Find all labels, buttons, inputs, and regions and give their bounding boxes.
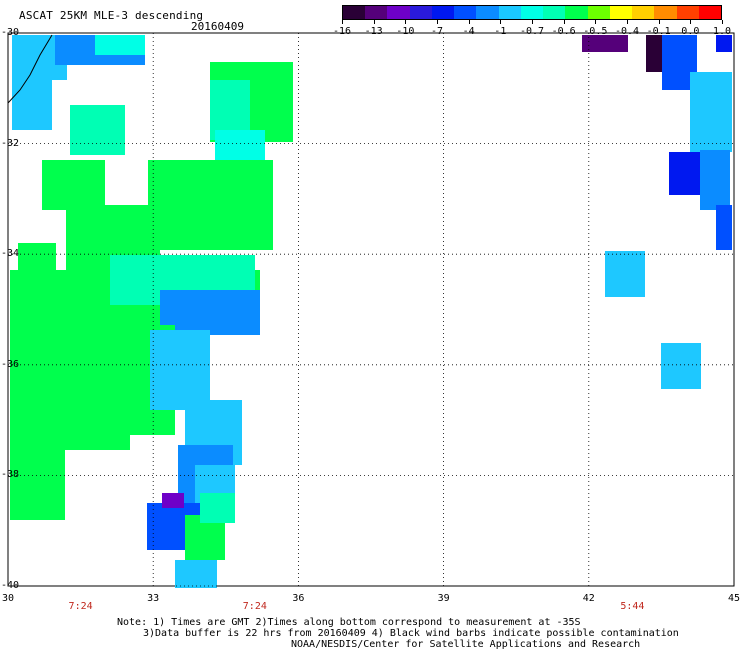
color-scale-swatch [654, 6, 677, 19]
swath-cell [150, 330, 210, 410]
color-scale-label: -10 [396, 26, 415, 37]
color-scale-swatch [365, 6, 388, 19]
color-scale-label: -13 [364, 26, 383, 37]
color-scale-tick [627, 20, 628, 24]
longitude-label: 42 [582, 593, 595, 604]
color-scale-tick [468, 20, 470, 24]
swath-cell [10, 325, 175, 435]
swath-cell [200, 493, 235, 523]
color-scale-label: -16 [332, 26, 352, 37]
color-scale-swatch [632, 6, 655, 19]
color-scale-tick [342, 20, 343, 24]
color-scale-label: -1 [494, 26, 507, 37]
swath-cell [690, 72, 732, 152]
color-scale-label: 1.0 [712, 26, 732, 37]
footnote-credit: NOAA/NESDIS/Center for Satellite Applica… [291, 639, 641, 650]
swath-cell [175, 560, 217, 588]
color-scale-swatch [409, 6, 432, 19]
longitude-label: 45 [727, 593, 740, 604]
color-scale-tick [658, 20, 660, 24]
color-scale-swatch [476, 6, 499, 19]
swath-cell [95, 35, 145, 55]
swath-cell [716, 35, 732, 52]
color-scale-swatch [676, 6, 699, 19]
footnote-line-2: 3)Data buffer is 22 hrs from 20160409 4)… [143, 628, 679, 639]
color-scale-swatch [498, 6, 521, 19]
latitude-label: -40 [1, 580, 20, 591]
color-scale-swatch [543, 6, 566, 19]
color-scale-label: -0.5 [583, 26, 608, 37]
swath-cell [160, 290, 260, 335]
color-scale-tick [563, 20, 565, 24]
color-scale-swatch [431, 6, 455, 19]
color-scale-tick [722, 20, 723, 24]
color-scale-swatch [565, 6, 588, 19]
footnote-line-1: Note: 1) Times are GMT 2)Times along bot… [117, 617, 581, 628]
longitude-label: 33 [147, 593, 160, 604]
latitude-label: -38 [1, 469, 20, 481]
color-scale-label: -0.7 [519, 26, 545, 37]
color-scale-tick [500, 20, 502, 24]
swath-cell [661, 343, 701, 389]
swath-cell [12, 80, 52, 130]
swath-cell [148, 160, 273, 250]
latitude-label: -30 [1, 27, 20, 38]
data-swaths [10, 35, 732, 588]
swath-cell [716, 205, 732, 250]
color-scale-tick [373, 20, 375, 24]
latitude-label: -34 [1, 248, 20, 260]
swath-cell [70, 105, 125, 155]
color-scale-label: -0.1 [646, 26, 671, 37]
map-title: ASCAT 25KM MLE-3 descending [19, 9, 204, 22]
color-scale-tick [690, 20, 692, 24]
color-scale-swatch [454, 6, 477, 19]
color-scale-label: -0.6 [551, 26, 576, 37]
swath-cell [582, 35, 628, 52]
color-scale-label: -4 [462, 26, 475, 37]
latitude-label: -36 [1, 358, 20, 370]
pass-time-label: 7:24 [242, 601, 267, 612]
pass-time-label: 5:44 [620, 601, 645, 612]
swath-cell [42, 160, 105, 210]
pass-time-label: 7:24 [68, 601, 93, 612]
color-scale-label: -0.4 [614, 26, 640, 37]
latitude-label: -32 [1, 137, 20, 149]
color-scale-tick [437, 20, 438, 24]
color-scale-tick [532, 20, 533, 24]
longitude-label: 39 [437, 593, 450, 604]
color-scale-swatch [609, 6, 633, 19]
color-scale-swatch [520, 6, 544, 19]
color-scale-label: -7 [430, 26, 444, 37]
swath-cell [700, 150, 730, 210]
color-scale-tick [405, 20, 407, 24]
color-scale-swatch [343, 6, 366, 19]
color-scale-swatch [587, 6, 610, 19]
swath-cell [10, 440, 65, 520]
color-scale-label: 0.0 [681, 26, 700, 37]
map-date: 20160409 [191, 20, 244, 33]
longitude-label: 36 [292, 593, 305, 604]
swath-cell [605, 251, 645, 297]
coastline [7, 34, 53, 104]
longitude-label: 30 [1, 593, 15, 604]
color-scale-bar [342, 5, 722, 20]
color-scale-swatch [387, 6, 410, 19]
color-scale-tick [595, 20, 597, 24]
lat-lon-grid [7, 32, 735, 587]
swath-cell [162, 493, 184, 508]
color-scale-swatch [698, 6, 721, 19]
swath-cell [646, 35, 666, 72]
